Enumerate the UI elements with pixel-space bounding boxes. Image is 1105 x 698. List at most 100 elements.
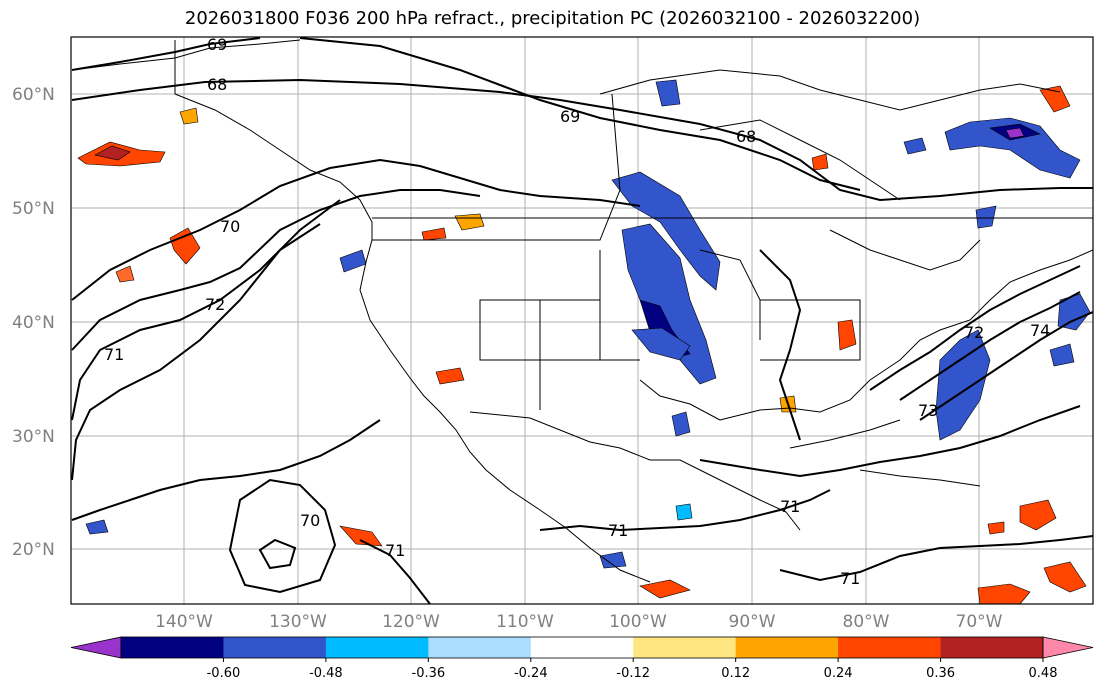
lat-label: 30°N (12, 427, 55, 447)
precip-negative-patch (675, 503, 693, 521)
precip-positive-patch (339, 525, 383, 547)
colorbar-tick-label: -0.60 (207, 666, 241, 681)
precip-positive-patch (987, 521, 1005, 535)
contour-line (71, 419, 381, 521)
precip-positive-patch (169, 227, 201, 265)
colorbar-bin (735, 637, 839, 658)
contour-line (699, 405, 1081, 478)
precip-negative-patch (621, 223, 717, 385)
precip-negative-patch (611, 171, 721, 291)
map-border (70, 36, 1094, 605)
colorbar-tick-label: 0.36 (926, 666, 955, 681)
precip-negative-patch (975, 205, 997, 229)
precip-positive-patch (179, 107, 199, 125)
colorbar-tick-label: 0.24 (824, 666, 853, 681)
precip-negative-patch (85, 519, 109, 535)
contour-line (899, 291, 1081, 401)
contour-line (779, 535, 1093, 582)
precip-positive-patch (115, 265, 135, 283)
contour-label: 71 (385, 541, 405, 560)
longitude-labels: 140°W 130°W 120°W 110°W 100°W 90°W 80°W … (155, 612, 1003, 632)
contour-label: 72 (964, 323, 984, 342)
contour-label: 68 (207, 75, 227, 94)
colorbar-tick-label: -0.24 (514, 666, 548, 681)
colorbar-outline (120, 636, 1044, 659)
colorbar-bin (428, 637, 532, 658)
colorbar-bin (530, 637, 634, 658)
contour-line (71, 78, 1093, 202)
colorbar-tick-label: 0.48 (1029, 666, 1058, 681)
contour-label: 68 (736, 127, 756, 146)
colorbar-extend-high (1042, 636, 1094, 659)
colorbar-bin (325, 637, 429, 658)
precip-negative-patch (599, 551, 627, 569)
contour-line (869, 265, 1081, 391)
lon-label: 110°W (496, 612, 554, 632)
colorbar-bin (838, 637, 942, 658)
precip-negative-patch (1049, 343, 1075, 367)
precip-positive-patch (837, 319, 857, 351)
contour-line (919, 311, 1093, 421)
precip-negative-patch (1057, 293, 1091, 331)
contour-line (359, 539, 431, 604)
lat-label: 50°N (12, 199, 55, 219)
contour-line (71, 158, 641, 301)
colorbar-tick-label: -0.36 (412, 666, 446, 681)
contour-line (299, 37, 861, 191)
colorbar-bin (633, 637, 737, 658)
colorbar-bin (223, 637, 327, 658)
contour-label: 71 (104, 345, 124, 364)
precip-negative-patch (631, 327, 691, 361)
precip-positive-patch (977, 583, 1031, 604)
contour-label: 74 (1030, 321, 1050, 340)
lon-label: 130°W (269, 612, 327, 632)
precip-positive-patch (1019, 499, 1057, 531)
contour-line (228, 478, 337, 594)
map-title: 2026031800 F036 200 hPa refract., precip… (184, 8, 921, 29)
lat-label: 40°N (12, 313, 55, 333)
contour-line (71, 189, 481, 351)
precip-negative-patch (1005, 127, 1025, 139)
colorbar-bin (121, 637, 224, 658)
colorbar: -0.60 -0.48 -0.36 -0.24 -0.12 0.12 0.24 0.36 0.4… (70, 636, 1094, 681)
lon-label: 100°W (609, 612, 667, 632)
map-area (71, 37, 1093, 604)
lon-label: 90°W (729, 612, 776, 632)
colorbar-extend-low (70, 636, 122, 659)
precip-anomaly-patches (77, 79, 1091, 604)
precip-negative-patch (944, 117, 1081, 179)
colorbar-tick-label: 0.12 (721, 666, 750, 681)
refractivity-contours (71, 37, 1093, 604)
contour-label: 69 (560, 107, 580, 126)
contour-label: 70 (220, 217, 240, 236)
lat-label: 20°N (12, 540, 55, 560)
precip-negative-patch (671, 411, 691, 437)
coastlines-and-borders (71, 39, 1093, 583)
contour-label: 71 (608, 521, 628, 540)
precip-positive-patch (639, 579, 691, 599)
contour-line (71, 37, 261, 71)
lon-label: 140°W (155, 612, 213, 632)
contour-label: 70 (300, 511, 320, 530)
latitude-labels: 60°N 50°N 40°N 30°N 20°N (12, 85, 55, 560)
contour-label: 69 (207, 35, 227, 54)
precip-positive-patch (421, 227, 447, 241)
lon-label: 120°W (382, 612, 440, 632)
precip-negative-patch (903, 137, 927, 155)
contour-line (71, 199, 341, 421)
precip-positive-patch (94, 145, 131, 161)
precip-negative-patch (655, 79, 681, 107)
contour-line (71, 223, 321, 481)
colorbar-tick-label: -0.12 (616, 666, 650, 681)
contour-line (759, 249, 802, 441)
precip-positive-patch (1039, 85, 1071, 113)
precip-positive-patch (435, 367, 465, 385)
contour-label: 73 (918, 401, 938, 420)
contour-line (258, 538, 297, 570)
lon-label: 80°W (843, 612, 890, 632)
contour-label: 72 (205, 295, 225, 314)
precip-negative-patch (935, 329, 991, 441)
lon-label: 70°W (956, 612, 1003, 632)
precip-positive-patch (1043, 561, 1087, 593)
